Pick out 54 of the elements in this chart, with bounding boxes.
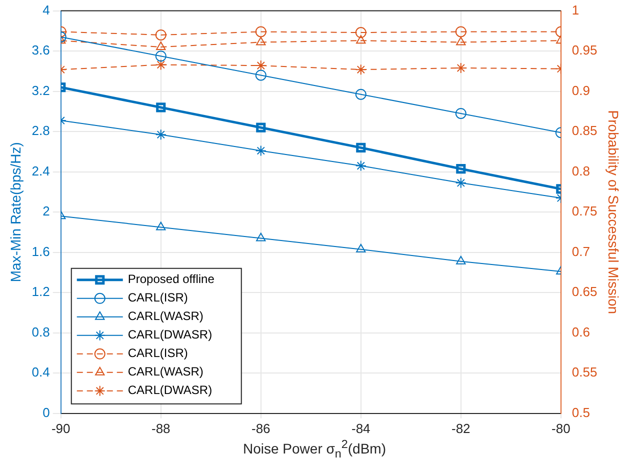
point — [156, 222, 166, 230]
point — [355, 160, 366, 172]
y-tick-label: 0.4 — [32, 364, 50, 380]
legend-label: CARL(DWASR) — [128, 328, 212, 342]
point — [156, 102, 166, 112]
y2-tick-label: 0.9 — [572, 82, 590, 98]
y2-tick-label: 0.65 — [572, 284, 598, 300]
point — [455, 177, 466, 188]
y-tick-label: 4 — [42, 2, 50, 18]
legend-label: CARL(ISR) — [128, 346, 188, 360]
y-tick-label: 2 — [42, 204, 50, 219]
y-axis-title: Max-Min Rate(bps/Hz) — [7, 142, 24, 282]
point — [155, 50, 166, 62]
x-tick-label: -88 — [151, 420, 170, 436]
y-tick-label: 0 — [42, 404, 50, 420]
y2-tick-label: 0.5 — [572, 404, 590, 420]
point — [256, 122, 266, 132]
y-tick-label: 1.2 — [32, 284, 50, 300]
x-tick-label: -86 — [251, 420, 270, 436]
legend-label: Proposed offline — [128, 272, 215, 286]
y-tick-label: 1.6 — [32, 244, 50, 259]
legend-label: CARL(ISR) — [128, 290, 188, 305]
point — [356, 142, 366, 152]
y2-tick-label: 0.95 — [572, 42, 598, 58]
x-tick-label: -80 — [552, 420, 570, 436]
legend-label: CARL(WASR) — [128, 309, 204, 324]
y-tick-label: 3.6 — [32, 42, 50, 58]
point — [456, 164, 466, 174]
point — [456, 256, 466, 264]
point — [355, 88, 366, 100]
y2-tick-label: 0.8 — [572, 163, 590, 178]
y-tick-label: 0.8 — [32, 324, 50, 340]
point — [255, 70, 266, 81]
y2-tick-label: 0.85 — [572, 123, 598, 138]
point — [255, 145, 266, 156]
y2-tick-label: 0.6 — [572, 324, 590, 340]
y-tick-label: 2.4 — [32, 163, 50, 178]
y2-tick-label: 1 — [572, 2, 580, 18]
x-axis-title: Noise Power σ$_{n}$$^{2}$(dBm) — [242, 438, 387, 460]
point — [256, 232, 266, 242]
y-tick-label: 3.2 — [32, 82, 50, 98]
point — [356, 244, 366, 252]
y2-axis-title: Probability of Successful Mission — [606, 110, 622, 314]
point — [155, 129, 166, 140]
legend-label: CARL(WASR) — [128, 364, 204, 379]
y2-tick-label: 0.75 — [572, 204, 598, 219]
y2-tick-label: 0.7 — [572, 244, 590, 259]
x-tick-label: -84 — [351, 420, 370, 436]
x-tick-label: -82 — [451, 420, 470, 436]
legend-label: CARL(DWASR) — [128, 383, 212, 398]
y-tick-label: 2.8 — [32, 123, 50, 138]
x-tick-label: -90 — [51, 420, 70, 436]
y2-tick-label: 0.55 — [572, 364, 598, 380]
point — [455, 108, 466, 119]
